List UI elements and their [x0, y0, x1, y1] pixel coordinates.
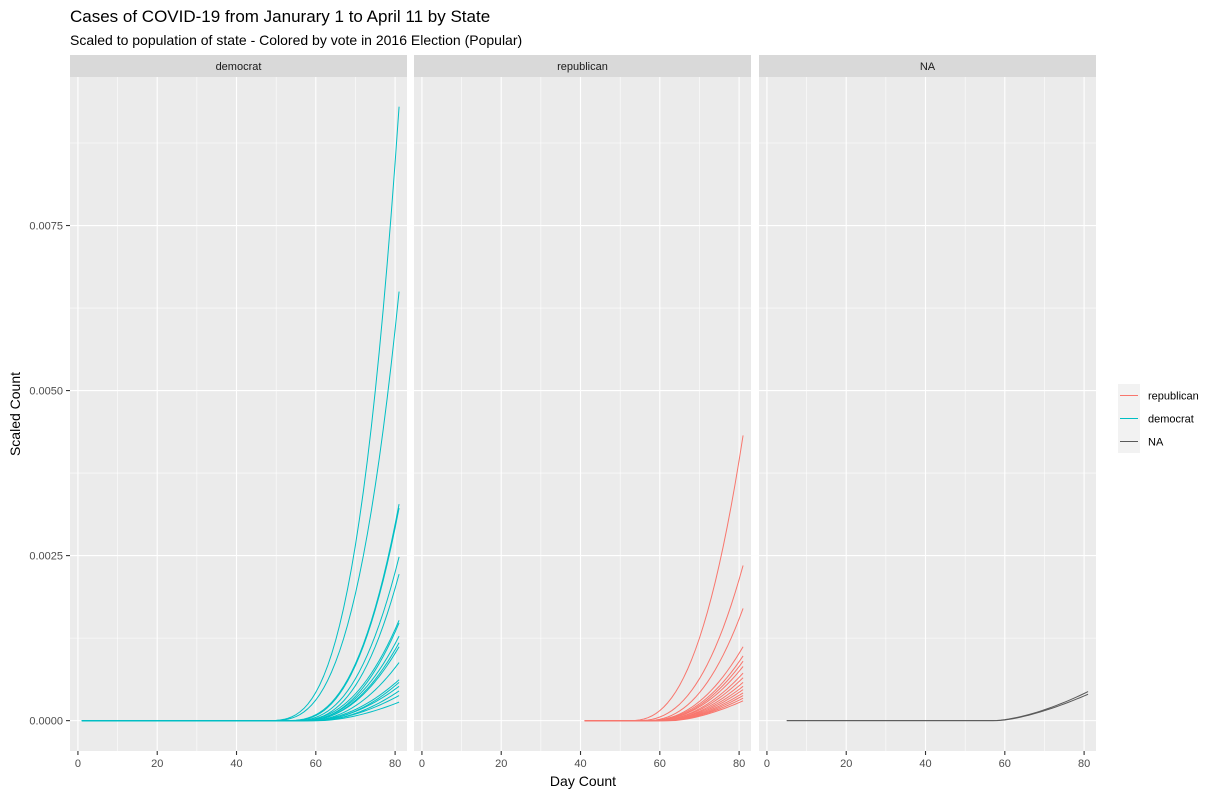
x-tick-label: 60 [310, 758, 322, 770]
legend-label: republican [1148, 391, 1199, 403]
facet-panel-na: NA 0 20 40 60 80 [759, 55, 1096, 770]
series-line-na-1 [786, 693, 1089, 722]
facet-strip [70, 55, 407, 77]
y-tick-label: 0.0075 [29, 221, 63, 233]
x-tick-label: 0 [764, 758, 770, 770]
x-tick-label: 40 [919, 758, 931, 770]
x-tick-label: 20 [495, 758, 507, 770]
facet-strip-label: republican [557, 61, 608, 73]
panel-background [414, 77, 751, 751]
panel-background [70, 77, 407, 751]
facet-strip-label: NA [920, 61, 936, 73]
x-tick-label: 80 [733, 758, 745, 770]
y-tick-label: 0.0025 [29, 551, 63, 563]
series-line-republican-15 [584, 700, 744, 722]
legend-item-na: NA [1118, 430, 1164, 453]
legend-label: democrat [1148, 414, 1194, 426]
y-axis-title: Scaled Count [7, 372, 23, 456]
y-tick-label: 0.0050 [29, 386, 63, 398]
facet-strip-label: democrat [216, 61, 262, 73]
legend-item-republican: republican [1118, 384, 1199, 407]
panel-background [759, 77, 1096, 751]
legend-item-democrat: democrat [1118, 407, 1194, 430]
facet-panels: 0.0000 0.0025 0.0050 0.0075 democrat 0 20 40 60 8… [29, 55, 1096, 770]
x-tick-label: 20 [840, 758, 852, 770]
x-tick-label: 20 [151, 758, 163, 770]
x-tick-label: 40 [574, 758, 586, 770]
y-tick-label: 0.0000 [29, 716, 63, 728]
chart-subtitle: Scaled to population of state - Colored … [70, 32, 522, 48]
legend: republican democrat NA [1118, 384, 1199, 453]
facet-panel-democrat: democrat 0 20 40 60 80 [70, 55, 407, 770]
x-tick-label: 40 [230, 758, 242, 770]
x-tick-label: 60 [999, 758, 1011, 770]
x-tick-label: 0 [419, 758, 425, 770]
facet-strip [414, 55, 751, 77]
legend-label: NA [1148, 437, 1164, 449]
x-axis-title: Day Count [550, 773, 616, 789]
x-tick-label: 60 [654, 758, 666, 770]
series-line-democrat-17 [81, 701, 400, 722]
chart-title: Cases of COVID-19 from Janurary 1 to Apr… [70, 7, 490, 26]
x-tick-label: 80 [1078, 758, 1090, 770]
x-tick-label: 0 [75, 758, 81, 770]
facet-strip [759, 55, 1096, 77]
facet-panel-republican: republican 0 20 40 60 80 [414, 55, 751, 770]
x-tick-label: 80 [389, 758, 401, 770]
